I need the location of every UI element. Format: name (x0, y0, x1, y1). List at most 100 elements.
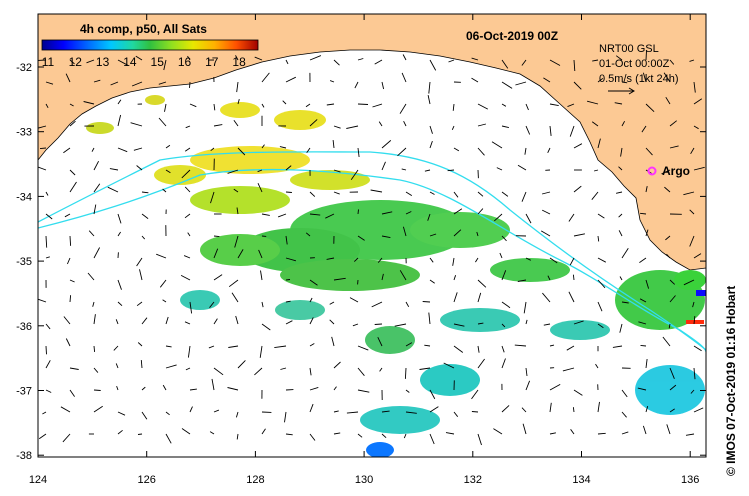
colorbar-tick-label: 13 (96, 55, 110, 69)
current-vector (597, 138, 601, 149)
current-vector (547, 147, 551, 153)
current-vector (645, 186, 648, 193)
current-vector (419, 367, 431, 370)
current-vector (333, 125, 341, 129)
current-vector (237, 360, 246, 369)
current-vector (354, 81, 359, 89)
current-vector (261, 323, 271, 331)
current-vector (471, 57, 479, 61)
current-vector (227, 169, 239, 174)
current-vector (381, 211, 393, 215)
current-vector (277, 213, 287, 218)
current-vector (141, 235, 146, 240)
current-vector (515, 81, 527, 86)
current-vector (285, 59, 289, 65)
lon-tick-label: 130 (355, 474, 373, 486)
current-vector (381, 140, 392, 149)
current-vector (424, 169, 431, 172)
land-mass (38, 14, 706, 271)
current-vector (210, 147, 215, 152)
latitude-axis: -32 -33 -34 -35 -36 -37 -38 (16, 62, 706, 462)
current-vector (333, 432, 341, 435)
lat-tick-label: -32 (16, 62, 32, 74)
current-vector (586, 100, 599, 105)
current-vector (381, 410, 390, 413)
date-title: 06-Oct-2019 00Z (466, 29, 558, 43)
current-vector (45, 213, 53, 220)
current-vector (211, 378, 215, 391)
current-vector (280, 367, 287, 370)
current-vector (109, 168, 119, 171)
current-vector (309, 343, 315, 347)
current-vector (471, 411, 479, 413)
current-vector (349, 297, 359, 303)
current-vector (405, 301, 410, 308)
current-vector (117, 147, 128, 153)
current-vector (346, 411, 359, 414)
current-vector (164, 103, 167, 112)
current-vector (477, 279, 487, 288)
current-vector (399, 103, 407, 114)
current-vector (547, 275, 551, 281)
current-vector (540, 230, 551, 237)
current-vector (259, 345, 263, 358)
current-vector (445, 432, 455, 435)
current-vector (333, 361, 341, 369)
current-vector (117, 59, 128, 66)
current-vector (477, 123, 487, 127)
current-vector (233, 119, 239, 127)
current-vector (692, 301, 695, 308)
current-vector (614, 102, 623, 105)
colorbar-tick-label: 14 (123, 55, 137, 69)
current-vector (237, 249, 244, 259)
current-vector (379, 367, 383, 372)
current-vector (117, 411, 126, 416)
current-vector (140, 360, 143, 369)
map-frame (37, 13, 707, 458)
current-vector (689, 235, 695, 247)
current-vector (260, 270, 263, 281)
current-vector (471, 77, 479, 83)
current-vector (669, 59, 675, 65)
current-vector (669, 408, 675, 413)
lon-tick-label: 134 (572, 474, 590, 486)
current-vector (693, 166, 705, 171)
current-vector (257, 183, 263, 193)
lon-tick-label: 132 (464, 474, 482, 486)
current-vector (573, 233, 585, 237)
current-vector (638, 321, 647, 325)
current-vector (69, 279, 75, 283)
current-vector (645, 405, 649, 413)
current-vector (162, 188, 167, 193)
current-vector (326, 103, 335, 106)
current-vector (257, 169, 263, 173)
current-vector (93, 160, 99, 171)
current-vector (619, 276, 623, 281)
current-vector (184, 186, 191, 193)
current-vector (573, 81, 582, 90)
current-vector (350, 169, 359, 180)
current-vector (669, 145, 679, 149)
current-vector (45, 191, 49, 196)
current-vector (285, 300, 291, 303)
current-vector (87, 272, 95, 281)
current-vector (165, 364, 177, 369)
current-vector (427, 95, 431, 105)
current-vector (189, 301, 193, 314)
current-vector (543, 77, 551, 83)
current-vector (405, 191, 413, 196)
current-vector (521, 191, 527, 202)
current-vector (525, 125, 531, 135)
current-vector (333, 169, 341, 173)
current-vector (117, 279, 122, 290)
current-vector (285, 320, 293, 325)
current-vector (329, 301, 335, 305)
map-area (38, 14, 706, 457)
current-vector (69, 389, 75, 397)
current-vector (213, 409, 220, 413)
current-vector (597, 77, 604, 83)
current-vector (619, 323, 623, 333)
current-vector (377, 337, 383, 347)
current-vector (642, 425, 647, 435)
current-vector (521, 59, 527, 66)
